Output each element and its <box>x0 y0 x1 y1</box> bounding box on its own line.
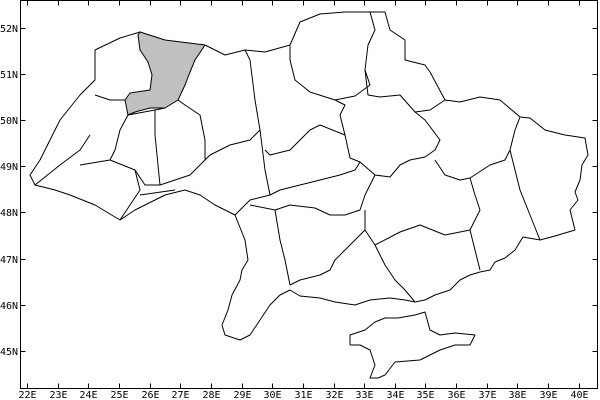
x-tick-label: 28E <box>202 390 220 400</box>
region-border <box>269 161 361 196</box>
y-tick-label: 50N <box>0 116 18 127</box>
axis-ticks <box>20 0 598 389</box>
axis-labels: 22E 23E 24E 25E 26E 27E 28E 29E 30E 31E 32E 33E 34E 3… <box>0 24 589 400</box>
country-outline <box>29 11 589 341</box>
x-tick-label: 32E <box>325 390 343 400</box>
peninsula-outline <box>349 311 476 379</box>
region-border <box>289 11 376 101</box>
region-border <box>249 174 376 216</box>
y-tick-label: 49N <box>0 162 18 173</box>
region-border <box>374 244 416 303</box>
x-tick-label: 33E <box>355 390 373 400</box>
region-border <box>139 99 206 196</box>
region-border <box>434 116 521 181</box>
y-tick-label: 47N <box>0 255 18 266</box>
x-tick-label: 36E <box>447 390 465 400</box>
x-tick-label: 27E <box>171 390 189 400</box>
region-border <box>34 134 111 186</box>
region-border <box>364 69 446 113</box>
y-tick-label: 45N <box>0 347 18 358</box>
region-border <box>264 99 346 156</box>
x-tick-label: 23E <box>49 390 67 400</box>
region-border <box>344 111 441 178</box>
region-border <box>469 177 481 271</box>
regions-layer <box>29 11 589 379</box>
y-tick-label: 48N <box>0 208 18 219</box>
region-border <box>94 94 125 101</box>
x-tick-label: 37E <box>478 390 496 400</box>
x-tick-label: 39E <box>539 390 557 400</box>
x-tick-label: 29E <box>233 390 251 400</box>
x-tick-label: 35E <box>416 390 434 400</box>
region-border <box>274 209 366 286</box>
x-tick-label: 31E <box>294 390 312 400</box>
x-tick-label: 38E <box>508 390 526 400</box>
x-tick-label: 22E <box>18 390 36 400</box>
y-tick-label: 52N <box>0 24 18 35</box>
y-tick-label: 51N <box>0 70 18 81</box>
x-tick-label: 26E <box>141 390 159 400</box>
y-tick-label: 46N <box>0 301 18 312</box>
x-tick-label: 25E <box>110 390 128 400</box>
x-tick-label: 30E <box>263 390 281 400</box>
region-border <box>509 149 541 241</box>
x-tick-label: 24E <box>79 390 97 400</box>
map-frame <box>20 0 598 389</box>
x-tick-label: 40E <box>570 390 588 400</box>
x-tick-label: 34E <box>386 390 404 400</box>
highlighted-region[interactable] <box>124 31 206 116</box>
